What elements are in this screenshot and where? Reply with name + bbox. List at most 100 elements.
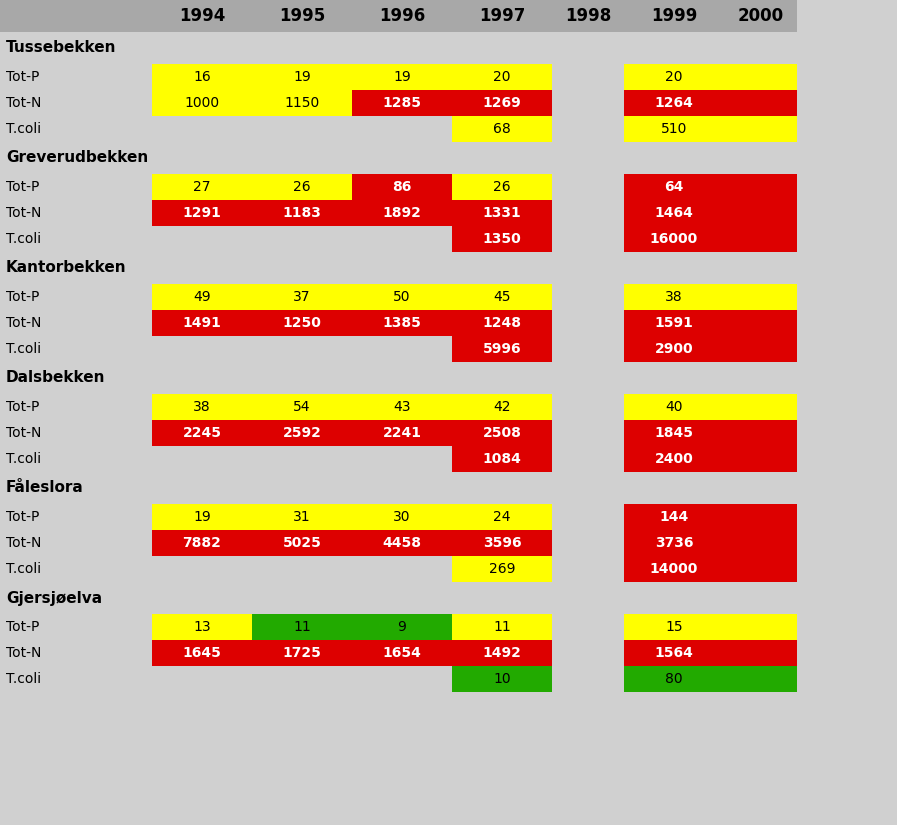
Text: 2000: 2000 xyxy=(737,7,784,25)
Bar xyxy=(724,64,797,90)
Text: 5025: 5025 xyxy=(283,536,321,550)
Bar xyxy=(0,336,797,362)
Bar xyxy=(152,420,552,446)
Text: Tot-N: Tot-N xyxy=(6,316,41,330)
Text: Fåleslora: Fåleslora xyxy=(6,480,83,496)
Text: 50: 50 xyxy=(393,290,411,304)
Text: 31: 31 xyxy=(293,510,311,524)
Bar xyxy=(724,666,797,692)
Text: 1725: 1725 xyxy=(283,646,321,660)
Text: 1995: 1995 xyxy=(279,7,325,25)
Text: 30: 30 xyxy=(393,510,411,524)
Bar xyxy=(0,614,797,640)
Text: Tot-N: Tot-N xyxy=(6,426,41,440)
Bar xyxy=(0,64,797,90)
Bar xyxy=(624,556,724,582)
Text: Tot-N: Tot-N xyxy=(6,646,41,660)
Bar xyxy=(152,530,552,556)
Bar xyxy=(0,582,797,614)
Text: T.coli: T.coli xyxy=(6,562,41,576)
Bar xyxy=(452,226,552,252)
Text: 42: 42 xyxy=(493,400,510,414)
Bar xyxy=(624,446,724,472)
Text: Tot-P: Tot-P xyxy=(6,70,39,84)
Text: T.coli: T.coli xyxy=(6,672,41,686)
Text: 68: 68 xyxy=(493,122,511,136)
Text: 510: 510 xyxy=(661,122,687,136)
Bar xyxy=(724,284,797,310)
Text: 1250: 1250 xyxy=(283,316,321,330)
Text: 2245: 2245 xyxy=(182,426,222,440)
Text: 16: 16 xyxy=(193,70,211,84)
Text: 269: 269 xyxy=(489,562,515,576)
Bar xyxy=(624,116,724,142)
Bar xyxy=(724,530,797,556)
Text: 54: 54 xyxy=(293,400,310,414)
Text: 1248: 1248 xyxy=(483,316,521,330)
Bar xyxy=(152,284,552,310)
Bar xyxy=(724,556,797,582)
Bar xyxy=(624,90,724,116)
Bar xyxy=(724,420,797,446)
Bar xyxy=(724,90,797,116)
Text: 64: 64 xyxy=(665,180,684,194)
Bar xyxy=(0,504,797,530)
Text: Tot-N: Tot-N xyxy=(6,206,41,220)
Bar xyxy=(624,394,724,420)
Bar xyxy=(624,504,724,530)
Text: 38: 38 xyxy=(193,400,211,414)
Text: 1183: 1183 xyxy=(283,206,321,220)
Text: 45: 45 xyxy=(493,290,510,304)
Bar xyxy=(624,666,724,692)
Text: 16000: 16000 xyxy=(649,232,698,246)
Bar xyxy=(724,226,797,252)
Text: Tussebekken: Tussebekken xyxy=(6,40,117,55)
Text: T.coli: T.coli xyxy=(6,342,41,356)
Bar xyxy=(724,174,797,200)
Text: 1845: 1845 xyxy=(655,426,693,440)
Bar xyxy=(0,116,797,142)
Bar xyxy=(0,174,797,200)
Text: 4458: 4458 xyxy=(382,536,422,550)
Bar xyxy=(724,640,797,666)
Text: 26: 26 xyxy=(293,180,311,194)
Bar xyxy=(0,0,797,32)
Text: 1645: 1645 xyxy=(183,646,222,660)
Text: 1464: 1464 xyxy=(655,206,693,220)
Bar xyxy=(352,174,452,200)
Text: 1994: 1994 xyxy=(179,7,225,25)
Bar xyxy=(624,200,724,226)
Bar xyxy=(0,200,797,226)
Text: 14000: 14000 xyxy=(649,562,698,576)
Bar xyxy=(152,640,552,666)
Bar xyxy=(624,284,724,310)
Text: Tot-P: Tot-P xyxy=(6,180,39,194)
Bar xyxy=(452,666,552,692)
Bar xyxy=(0,666,797,692)
Text: 1999: 1999 xyxy=(651,7,697,25)
Text: 43: 43 xyxy=(393,400,411,414)
Text: Dalsbekken: Dalsbekken xyxy=(6,370,106,385)
Text: 1350: 1350 xyxy=(483,232,521,246)
Bar xyxy=(252,614,452,640)
Text: T.coli: T.coli xyxy=(6,232,41,246)
Text: Kantorbekken: Kantorbekken xyxy=(6,261,126,276)
Bar xyxy=(724,446,797,472)
Bar xyxy=(724,394,797,420)
Bar xyxy=(152,504,552,530)
Text: 38: 38 xyxy=(666,290,683,304)
Bar xyxy=(0,310,797,336)
Bar xyxy=(0,226,797,252)
Bar xyxy=(452,614,552,640)
Text: 1385: 1385 xyxy=(382,316,422,330)
Text: 1291: 1291 xyxy=(183,206,222,220)
Bar xyxy=(724,200,797,226)
Text: 1996: 1996 xyxy=(379,7,425,25)
Bar xyxy=(0,446,797,472)
Text: Tot-N: Tot-N xyxy=(6,96,41,110)
Text: 7882: 7882 xyxy=(183,536,222,550)
Text: Tot-P: Tot-P xyxy=(6,510,39,524)
Bar xyxy=(624,640,724,666)
Text: Gjersjøelva: Gjersjøelva xyxy=(6,591,102,606)
Text: T.coli: T.coli xyxy=(6,122,41,136)
